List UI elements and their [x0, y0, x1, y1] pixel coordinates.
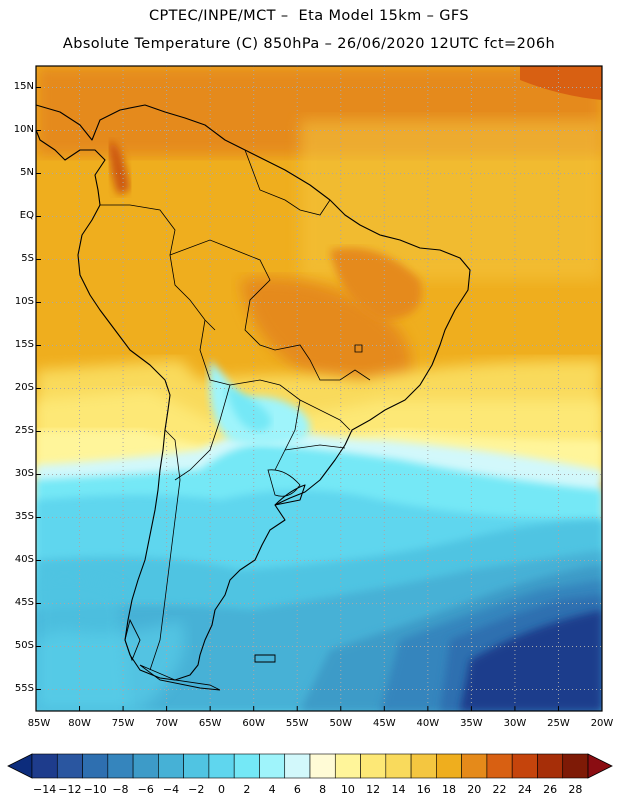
colorbar-label: −4 [162, 783, 180, 796]
colorbar-swatch [385, 753, 412, 779]
colorbar [7, 753, 613, 779]
lat-tick-label: 25S [14, 424, 34, 436]
colorbar-swatch [183, 753, 210, 779]
colorbar-label: 20 [467, 783, 482, 796]
lon-tick-label: 60W [242, 718, 265, 729]
colorbar-swatch [259, 753, 286, 779]
colorbar-label: −2 [188, 783, 205, 796]
colorbar-label: −12 [58, 783, 82, 796]
colorbar-swatch [486, 753, 513, 779]
lat-tick-label: 45S [14, 596, 34, 608]
lat-tick-label: 50S [14, 639, 34, 651]
colorbar-label: 8 [319, 783, 327, 796]
lon-tick-label: 20W [590, 718, 614, 729]
colorbar-swatch [410, 753, 437, 779]
colorbar-swatch [436, 753, 462, 779]
lon-tick-label: 50W [329, 718, 353, 729]
islands [124, 618, 276, 691]
colorbar-swatch [461, 753, 488, 779]
colorbar-swatch [31, 753, 58, 779]
colorbar-swatch [360, 753, 387, 779]
colorbar-swatch [562, 753, 589, 779]
colorbar-swatch [233, 753, 260, 779]
lat-tick-label: 5S [21, 252, 34, 264]
colorbar-label: 12 [366, 783, 381, 796]
colorbar-label: 22 [492, 783, 507, 796]
lat-tick-label: 10N [13, 123, 34, 135]
colorbar-label: 4 [268, 783, 276, 796]
lon-tick-label: 45W [372, 718, 396, 729]
lat-tick-label: 10S [14, 295, 34, 307]
lat-tick-label: 15S [14, 338, 34, 350]
country-borders [100, 149, 371, 671]
colorbar-under-arrow [7, 753, 33, 779]
colorbar-label: 26 [543, 783, 558, 796]
lat-tick-label: 40S [14, 553, 34, 565]
coastlines [35, 104, 471, 681]
lat-tick-label: 5N [20, 166, 34, 178]
colorbar-swatch [158, 753, 184, 779]
colorbar-swatch [82, 753, 109, 779]
colorbar-label: −10 [83, 783, 107, 796]
lat-tick-label: 35S [14, 510, 34, 522]
colorbar-label: 14 [391, 783, 406, 796]
lon-tick-label: 40W [416, 718, 440, 729]
colorbar-swatch [107, 753, 134, 779]
colorbar-label: 28 [568, 783, 583, 796]
colorbar-swatch [537, 753, 564, 779]
lat-tick-label: 20S [14, 381, 34, 393]
lon-tick-label: 30W [503, 718, 527, 729]
map-title: CPTEC/INPE/MCT – Eta Model 15km – GFS [148, 8, 470, 24]
lat-tick-label: 30S [14, 467, 34, 479]
lon-tick-label: 70W [155, 718, 178, 729]
colorbar-swatch [56, 753, 83, 779]
colorbar-label: 2 [243, 783, 251, 796]
lon-tick-label: 80W [68, 718, 91, 729]
lat-tick-label: 15N [13, 80, 34, 92]
colorbar-over-arrow [587, 753, 613, 779]
colorbar-label: 6 [293, 783, 301, 796]
lon-tick-label: 65W [198, 718, 222, 729]
lat-tick-label: 55S [14, 682, 34, 694]
colorbar-label: 24 [517, 783, 532, 796]
colorbar-label: 18 [442, 783, 456, 796]
colorbar-swatch [511, 753, 538, 779]
colorbar-label: 16 [416, 783, 431, 796]
lon-tick-label: 55W [285, 718, 309, 729]
lon-tick-label: 25W [547, 718, 570, 729]
colorbar-label: −8 [112, 783, 129, 796]
lon-tick-label: 85W [27, 718, 51, 729]
colorbar-label: −14 [33, 783, 57, 796]
colorbar-swatch [309, 753, 336, 779]
colorbar-label: 0 [218, 783, 226, 796]
colorbar-swatch [132, 753, 159, 779]
colorbar-label: 10 [340, 783, 355, 796]
colorbar-swatch [334, 753, 361, 779]
colorbar-label: −6 [137, 783, 154, 796]
lat-tick-label: EQ [19, 209, 34, 221]
colorbar-swatch [208, 753, 235, 779]
lon-tick-label: 35W [460, 718, 483, 729]
lon-tick-label: 75W [111, 718, 135, 729]
map-subtitle: Absolute Temperature (C) 850hPa – 26/06/… [62, 36, 556, 52]
colorbar-swatch [284, 753, 311, 779]
